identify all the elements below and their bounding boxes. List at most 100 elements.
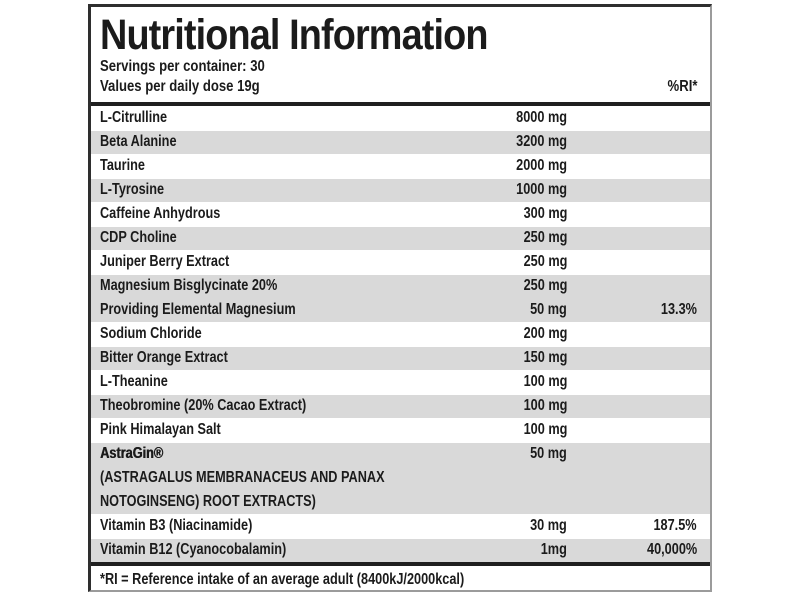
ingredient-amount-text: 300 mg: [523, 205, 567, 222]
ingredient-rows: L-Citrulline 8000 mg Beta Alanine 3200 mg Ta…: [91, 106, 710, 562]
ingredient-name-text: L-Tyrosine: [100, 181, 165, 198]
reference-intake-footnote: *RI = Reference intake of an average adu…: [91, 566, 710, 589]
values-text: Values per daily dose 19g: [100, 78, 260, 95]
ingredient-amount-text: 30 mg: [530, 517, 567, 534]
ingredient-name-text: Vitamin B3 (Niacinamide): [100, 517, 253, 534]
ingredient-subline-cell: NOTOGINSENG) ROOT EXTRACTS): [100, 493, 697, 511]
ingredient-ri: [567, 445, 697, 463]
ingredient-ri: [567, 253, 697, 271]
ingredient-name-text: Sodium Chloride: [100, 325, 202, 342]
ingredient-amount: 150 mg: [457, 349, 567, 367]
ingredient-amount-text: 8000 mg: [516, 109, 567, 126]
nutrition-panel: Nutritional Information Servings per con…: [88, 4, 712, 592]
servings-text: Servings per container: 30: [100, 58, 265, 75]
ingredient-name: Juniper Berry Extract: [100, 253, 457, 271]
ingredient-amount: 200 mg: [457, 325, 567, 343]
ingredient-ri: [567, 397, 697, 415]
ingredient-row: Taurine 2000 mg: [91, 154, 710, 178]
footer-rule: [91, 562, 710, 566]
ingredient-amount: 250 mg: [457, 253, 567, 271]
values-line: Values per daily dose 19g: [100, 77, 697, 97]
ingredient-name-text: Taurine: [100, 157, 145, 174]
ingredient-row: Vitamin B12 (Cyanocobalamin) 1mg 40,000%: [91, 538, 710, 562]
ingredient-amount-text: 3200 mg: [516, 133, 567, 150]
ingredient-row: Bitter Orange Extract 150 mg: [91, 346, 710, 370]
ingredient-name-text: Bitter Orange Extract: [100, 349, 228, 366]
ingredient-ri: [567, 205, 697, 223]
ingredient-ri: 187.5%: [567, 517, 697, 535]
ingredient-amount: 250 mg: [457, 229, 567, 247]
ingredient-amount: 300 mg: [457, 205, 567, 223]
ingredient-amount: 30 mg: [457, 517, 567, 535]
ingredient-amount: 2000 mg: [457, 157, 567, 175]
ingredient-name: L-Citrulline: [100, 109, 457, 127]
ingredient-name: Beta Alanine: [100, 133, 457, 151]
ingredient-ri: [567, 277, 697, 295]
ingredient-row: Theobromine (20% Cacao Extract) 100 mg: [91, 394, 710, 418]
ingredient-ri: [567, 325, 697, 343]
ingredient-amount-text: 50 mg: [530, 301, 567, 318]
ingredient-name-text: L-Citrulline: [100, 109, 168, 126]
ingredient-amount-text: 100 mg: [523, 421, 567, 438]
ingredient-name: Bitter Orange Extract: [100, 349, 457, 367]
ingredient-name-text: Caffeine Anhydrous: [100, 205, 221, 222]
ingredient-row: Sodium Chloride 200 mg: [91, 322, 710, 346]
ri-column-header: %RI*: [661, 78, 697, 96]
ingredient-subline-text: NOTOGINSENG) ROOT EXTRACTS): [100, 493, 316, 510]
ingredient-row: Beta Alanine 3200 mg: [91, 130, 710, 154]
ingredient-amount: 50 mg: [457, 445, 567, 463]
ingredient-row: AstraGin® 50 mg: [91, 442, 710, 466]
ingredient-amount-text: 250 mg: [523, 277, 567, 294]
ingredient-name: Providing Elemental Magnesium: [100, 301, 457, 319]
ingredient-subline: NOTOGINSENG) ROOT EXTRACTS): [91, 490, 710, 514]
ingredient-row: Magnesium Bisglycinate 20% 250 mg: [91, 274, 710, 298]
ingredient-ri: [567, 421, 697, 439]
ingredient-ri: [567, 109, 697, 127]
ingredient-amount: 100 mg: [457, 373, 567, 391]
ingredient-amount-text: 1mg: [540, 541, 567, 558]
ingredient-name: L-Theanine: [100, 373, 457, 391]
ingredient-amount: 100 mg: [457, 421, 567, 439]
footnote-text: *RI = Reference intake of an average adu…: [100, 571, 465, 588]
ingredient-row: L-Citrulline 8000 mg: [91, 106, 710, 130]
ingredient-ri: [567, 181, 697, 199]
ingredient-name-text: Vitamin B12 (Cyanocobalamin): [100, 541, 287, 558]
ingredient-name: Pink Himalayan Salt: [100, 421, 457, 439]
ingredient-name: AstraGin®: [100, 445, 457, 463]
ingredient-name: Magnesium Bisglycinate 20%: [100, 277, 457, 295]
ingredient-name-text: Pink Himalayan Salt: [100, 421, 221, 438]
ingredient-amount-text: 100 mg: [523, 373, 567, 390]
ingredient-name-text: Magnesium Bisglycinate 20%: [100, 277, 278, 294]
ri-header-text: %RI*: [667, 78, 697, 95]
ingredient-amount-text: 1000 mg: [516, 181, 567, 198]
ingredient-row: Caffeine Anhydrous 300 mg: [91, 202, 710, 226]
ingredient-row: Juniper Berry Extract 250 mg: [91, 250, 710, 274]
ingredient-ri: 40,000%: [567, 541, 697, 559]
ingredient-amount: 1000 mg: [457, 181, 567, 199]
servings-line: Servings per container: 30: [100, 57, 697, 77]
ingredient-name: Theobromine (20% Cacao Extract): [100, 397, 457, 415]
ingredient-ri: 13.3%: [567, 301, 697, 319]
ingredient-subline-text: (ASTRAGALUS MEMBRANACEUS AND PANAX: [100, 469, 385, 486]
ingredient-name-text: Beta Alanine: [100, 133, 177, 150]
ingredient-name-text: L-Theanine: [100, 373, 168, 390]
ingredient-name: CDP Choline: [100, 229, 457, 247]
ingredient-name: Vitamin B3 (Niacinamide): [100, 517, 457, 535]
ingredient-amount: 3200 mg: [457, 133, 567, 151]
ingredient-amount: 8000 mg: [457, 109, 567, 127]
ingredient-row: Providing Elemental Magnesium 50 mg 13.3%: [91, 298, 710, 322]
ingredient-row: Vitamin B3 (Niacinamide) 30 mg 187.5%: [91, 514, 710, 538]
ingredient-ri-text: 40,000%: [646, 541, 697, 558]
ingredient-name: Caffeine Anhydrous: [100, 205, 457, 223]
ingredient-name: Taurine: [100, 157, 457, 175]
ingredient-name: Vitamin B12 (Cyanocobalamin): [100, 541, 457, 559]
ingredient-name-text: CDP Choline: [100, 229, 177, 246]
ingredient-name-text: Providing Elemental Magnesium: [100, 301, 296, 318]
ingredient-ri: [567, 229, 697, 247]
ingredient-ri-text: 187.5%: [653, 517, 697, 534]
ingredient-name: L-Tyrosine: [100, 181, 457, 199]
ingredient-subline-cell: (ASTRAGALUS MEMBRANACEUS AND PANAX: [100, 469, 697, 487]
ingredient-name-text: Juniper Berry Extract: [100, 253, 230, 270]
ingredient-row: L-Tyrosine 1000 mg: [91, 178, 710, 202]
